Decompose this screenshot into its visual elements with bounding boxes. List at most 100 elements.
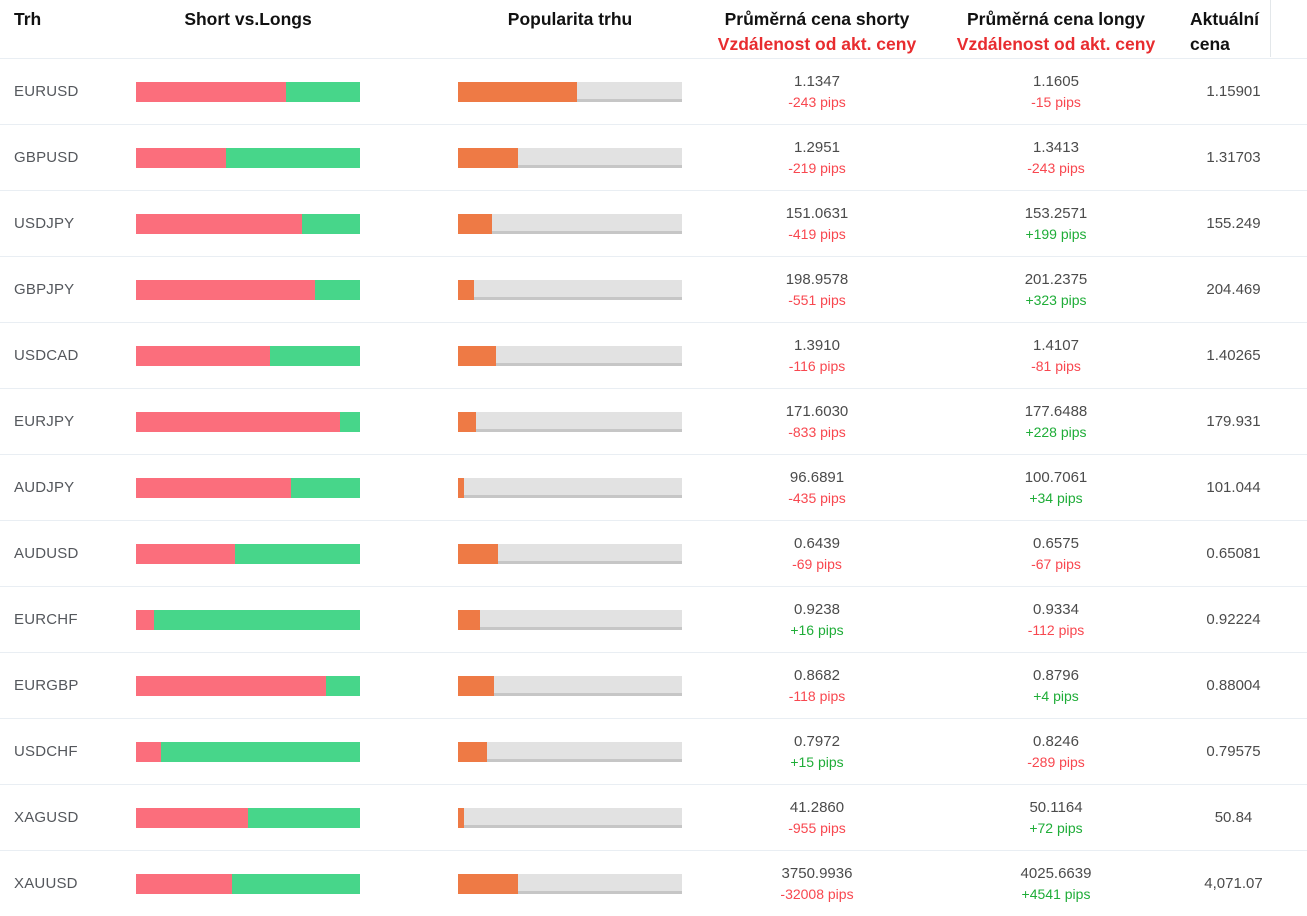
current-price: 0.79575 (1206, 743, 1261, 760)
avg-short-price: 171.6030 (785, 402, 849, 420)
long-bar-fill (326, 675, 360, 696)
avg-short-price: 96.6891 (789, 468, 845, 486)
short-vs-long-bar (136, 81, 360, 102)
short-vs-long-bar (136, 807, 360, 828)
avg-long-cell: 1.1605 -15 pips (952, 71, 1160, 113)
popularity-fill (458, 477, 464, 498)
table-row[interactable]: USDCAD 1.3910 -116 pips 1.4107 -81 pips … (0, 322, 1307, 388)
avg-short-cell: 96.6891 -435 pips (682, 467, 952, 509)
popularity-bar (458, 147, 682, 168)
popularity-bar (458, 345, 682, 366)
avg-long-price: 1.3413 (1033, 138, 1079, 156)
popularity-bar (458, 873, 682, 894)
table-row[interactable]: GBPUSD 1.2951 -219 pips 1.3413 -243 pips… (0, 124, 1307, 190)
current-price: 204.469 (1206, 281, 1261, 298)
avg-short-price: 0.7972 (794, 732, 840, 750)
current-price: 0.88004 (1206, 677, 1261, 694)
current-price: 155.249 (1206, 215, 1261, 232)
popularity-bar (458, 807, 682, 828)
current-price: 1.15901 (1206, 83, 1261, 100)
short-vs-long-bar (136, 741, 360, 762)
short-pips: -69 pips (792, 555, 842, 572)
avg-long-cell: 201.2375 +323 pips (952, 269, 1160, 311)
current-price: 101.044 (1206, 479, 1261, 496)
avg-long-price: 201.2375 (1024, 270, 1088, 288)
avg-long-price: 50.1164 (1029, 798, 1083, 816)
short-vs-long-bar (136, 477, 360, 498)
short-vs-long-bar (136, 147, 360, 168)
avg-long-cell: 0.8796 +4 pips (952, 665, 1160, 707)
market-label: USDCHF (14, 743, 78, 760)
long-bar-fill (301, 213, 360, 234)
market-label: XAGUSD (14, 809, 79, 826)
table-row[interactable]: EURUSD 1.1347 -243 pips 1.1605 -15 pips … (0, 58, 1307, 124)
long-pips: +34 pips (1029, 489, 1083, 506)
table-row[interactable]: EURCHF 0.9238 +16 pips 0.9334 -112 pips … (0, 586, 1307, 652)
long-pips: -81 pips (1031, 357, 1081, 374)
market-label: EURGBP (14, 677, 79, 694)
long-bar-fill (153, 609, 360, 630)
avg-long-cell: 100.7061 +34 pips (952, 467, 1160, 509)
header-short-vs-longs: Short vs.Longs (184, 9, 312, 29)
avg-long-cell: 50.1164 +72 pips (952, 797, 1160, 839)
avg-short-price: 1.3910 (794, 336, 840, 354)
header-avg-long-subtitle: Vzdálenost od akt. ceny (956, 34, 1156, 54)
table-row[interactable]: USDJPY 151.0631 -419 pips 153.2571 +199 … (0, 190, 1307, 256)
long-pips: -112 pips (1027, 621, 1085, 638)
avg-short-cell: 0.7972 +15 pips (682, 731, 952, 773)
short-pips: -243 pips (788, 93, 846, 110)
table-row[interactable]: XAGUSD 41.2860 -955 pips 50.1164 +72 pip… (0, 784, 1307, 850)
short-bar-fill (136, 741, 161, 762)
long-pips: -243 pips (1027, 159, 1085, 176)
popularity-fill (458, 609, 481, 630)
table-row[interactable]: EURJPY 171.6030 -833 pips 177.6488 +228 … (0, 388, 1307, 454)
avg-long-cell: 0.6575 -67 pips (952, 533, 1160, 575)
short-pips: -435 pips (788, 489, 846, 506)
short-bar-fill (136, 279, 316, 300)
table-row[interactable]: XAUUSD 3750.9936 -32008 pips 4025.6639 +… (0, 850, 1307, 916)
long-bar-fill (290, 477, 360, 498)
avg-long-price: 0.6575 (1033, 534, 1079, 552)
market-label: XAUUSD (14, 875, 78, 892)
short-vs-long-bar (136, 411, 360, 432)
avg-short-cell: 41.2860 -955 pips (682, 797, 952, 839)
long-bar-fill (270, 345, 360, 366)
popularity-fill (458, 543, 499, 564)
table-row[interactable]: EURGBP 0.8682 -118 pips 0.8796 +4 pips 0… (0, 652, 1307, 718)
avg-long-price: 100.7061 (1024, 468, 1088, 486)
market-label: EURJPY (14, 413, 75, 430)
long-pips: -15 pips (1031, 93, 1081, 110)
avg-short-cell: 1.2951 -219 pips (682, 137, 952, 179)
short-pips: -551 pips (788, 291, 846, 308)
avg-short-cell: 0.8682 -118 pips (682, 665, 952, 707)
market-label: AUDUSD (14, 545, 79, 562)
short-bar-fill (136, 477, 291, 498)
short-pips: -219 pips (788, 159, 846, 176)
short-pips: -955 pips (788, 819, 846, 836)
avg-long-price: 0.9334 (1033, 600, 1079, 618)
table-row[interactable]: USDCHF 0.7972 +15 pips 0.8246 -289 pips … (0, 718, 1307, 784)
long-pips: +199 pips (1025, 225, 1087, 242)
header-avg-long: Průměrná cena longy Vzdálenost od akt. c… (952, 0, 1160, 57)
table-row[interactable]: GBPJPY 198.9578 -551 pips 201.2375 +323 … (0, 256, 1307, 322)
table-row[interactable]: AUDUSD 0.6439 -69 pips 0.6575 -67 pips 0… (0, 520, 1307, 586)
market-label: AUDJPY (14, 479, 75, 496)
avg-short-price: 198.9578 (785, 270, 849, 288)
avg-long-price: 1.4107 (1033, 336, 1079, 354)
short-bar-fill (136, 609, 154, 630)
header-divider (1270, 0, 1271, 57)
popularity-fill (458, 147, 519, 168)
popularity-bar (458, 741, 682, 762)
avg-long-price: 1.1605 (1033, 72, 1079, 90)
short-bar-fill (136, 807, 248, 828)
popularity-fill (458, 675, 494, 696)
popularity-fill (458, 213, 492, 234)
header-current-price: Aktuální cena (1190, 9, 1260, 54)
avg-short-price: 0.9238 (794, 600, 840, 618)
short-bar-fill (136, 213, 302, 234)
avg-short-price: 0.6439 (794, 534, 840, 552)
table-row[interactable]: AUDJPY 96.6891 -435 pips 100.7061 +34 pi… (0, 454, 1307, 520)
long-bar-fill (234, 543, 360, 564)
popularity-bar (458, 609, 682, 630)
